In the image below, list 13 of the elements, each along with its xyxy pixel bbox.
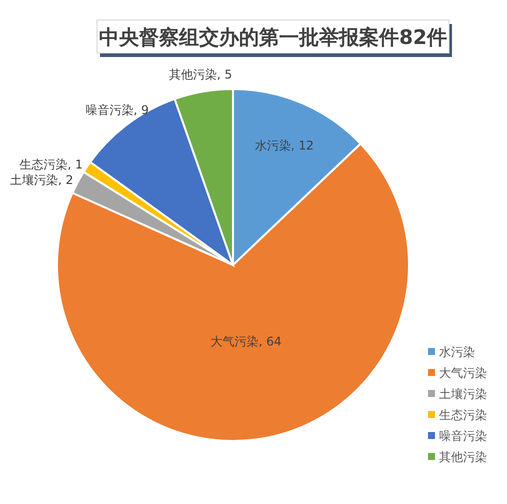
legend-label: 土壤污染 (439, 387, 487, 402)
legend-label: 水污染 (439, 345, 475, 360)
data-label: 土壤污染, 2 (10, 173, 74, 188)
data-label: 水污染, 12 (254, 138, 314, 153)
data-label: 噪音污染, 9 (85, 103, 149, 118)
legend-label: 噪音污染 (439, 429, 487, 444)
data-label: 其他污染, 5 (168, 67, 232, 82)
legend-label: 大气污染 (439, 366, 487, 380)
data-label: 大气污染, 64 (210, 334, 282, 349)
data-label: 生态污染, 1 (19, 157, 83, 172)
legend-label: 生态污染 (439, 408, 487, 422)
chart-title: 中央督察组交办的第一批举报案件82件 (99, 25, 447, 49)
legend-label: 其他污染 (439, 450, 487, 464)
